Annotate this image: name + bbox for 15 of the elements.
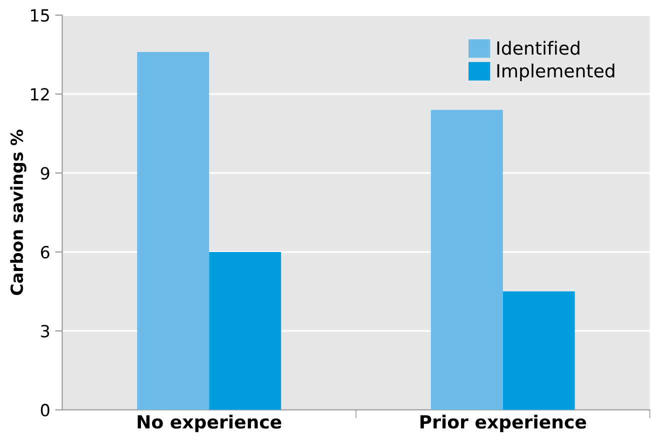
legend-label: Identified	[497, 40, 580, 55]
y-tick-label: 12	[31, 88, 49, 100]
bar	[430, 110, 503, 410]
y-tick-label: 6	[40, 246, 50, 259]
bar	[502, 291, 575, 410]
legend-label: Implemented	[497, 64, 614, 82]
y-tick-label: 15	[31, 9, 49, 22]
bar	[209, 252, 282, 410]
bar	[137, 52, 210, 410]
x-tick-label: No experience	[138, 414, 282, 432]
y-axis-title: Carbon savings %	[10, 130, 26, 296]
x-tick-label: Prior experience	[420, 414, 586, 432]
y-tick-label: 3	[41, 324, 50, 338]
y-tick-label: 9	[40, 166, 50, 180]
y-tick-label: 0	[40, 404, 50, 416]
